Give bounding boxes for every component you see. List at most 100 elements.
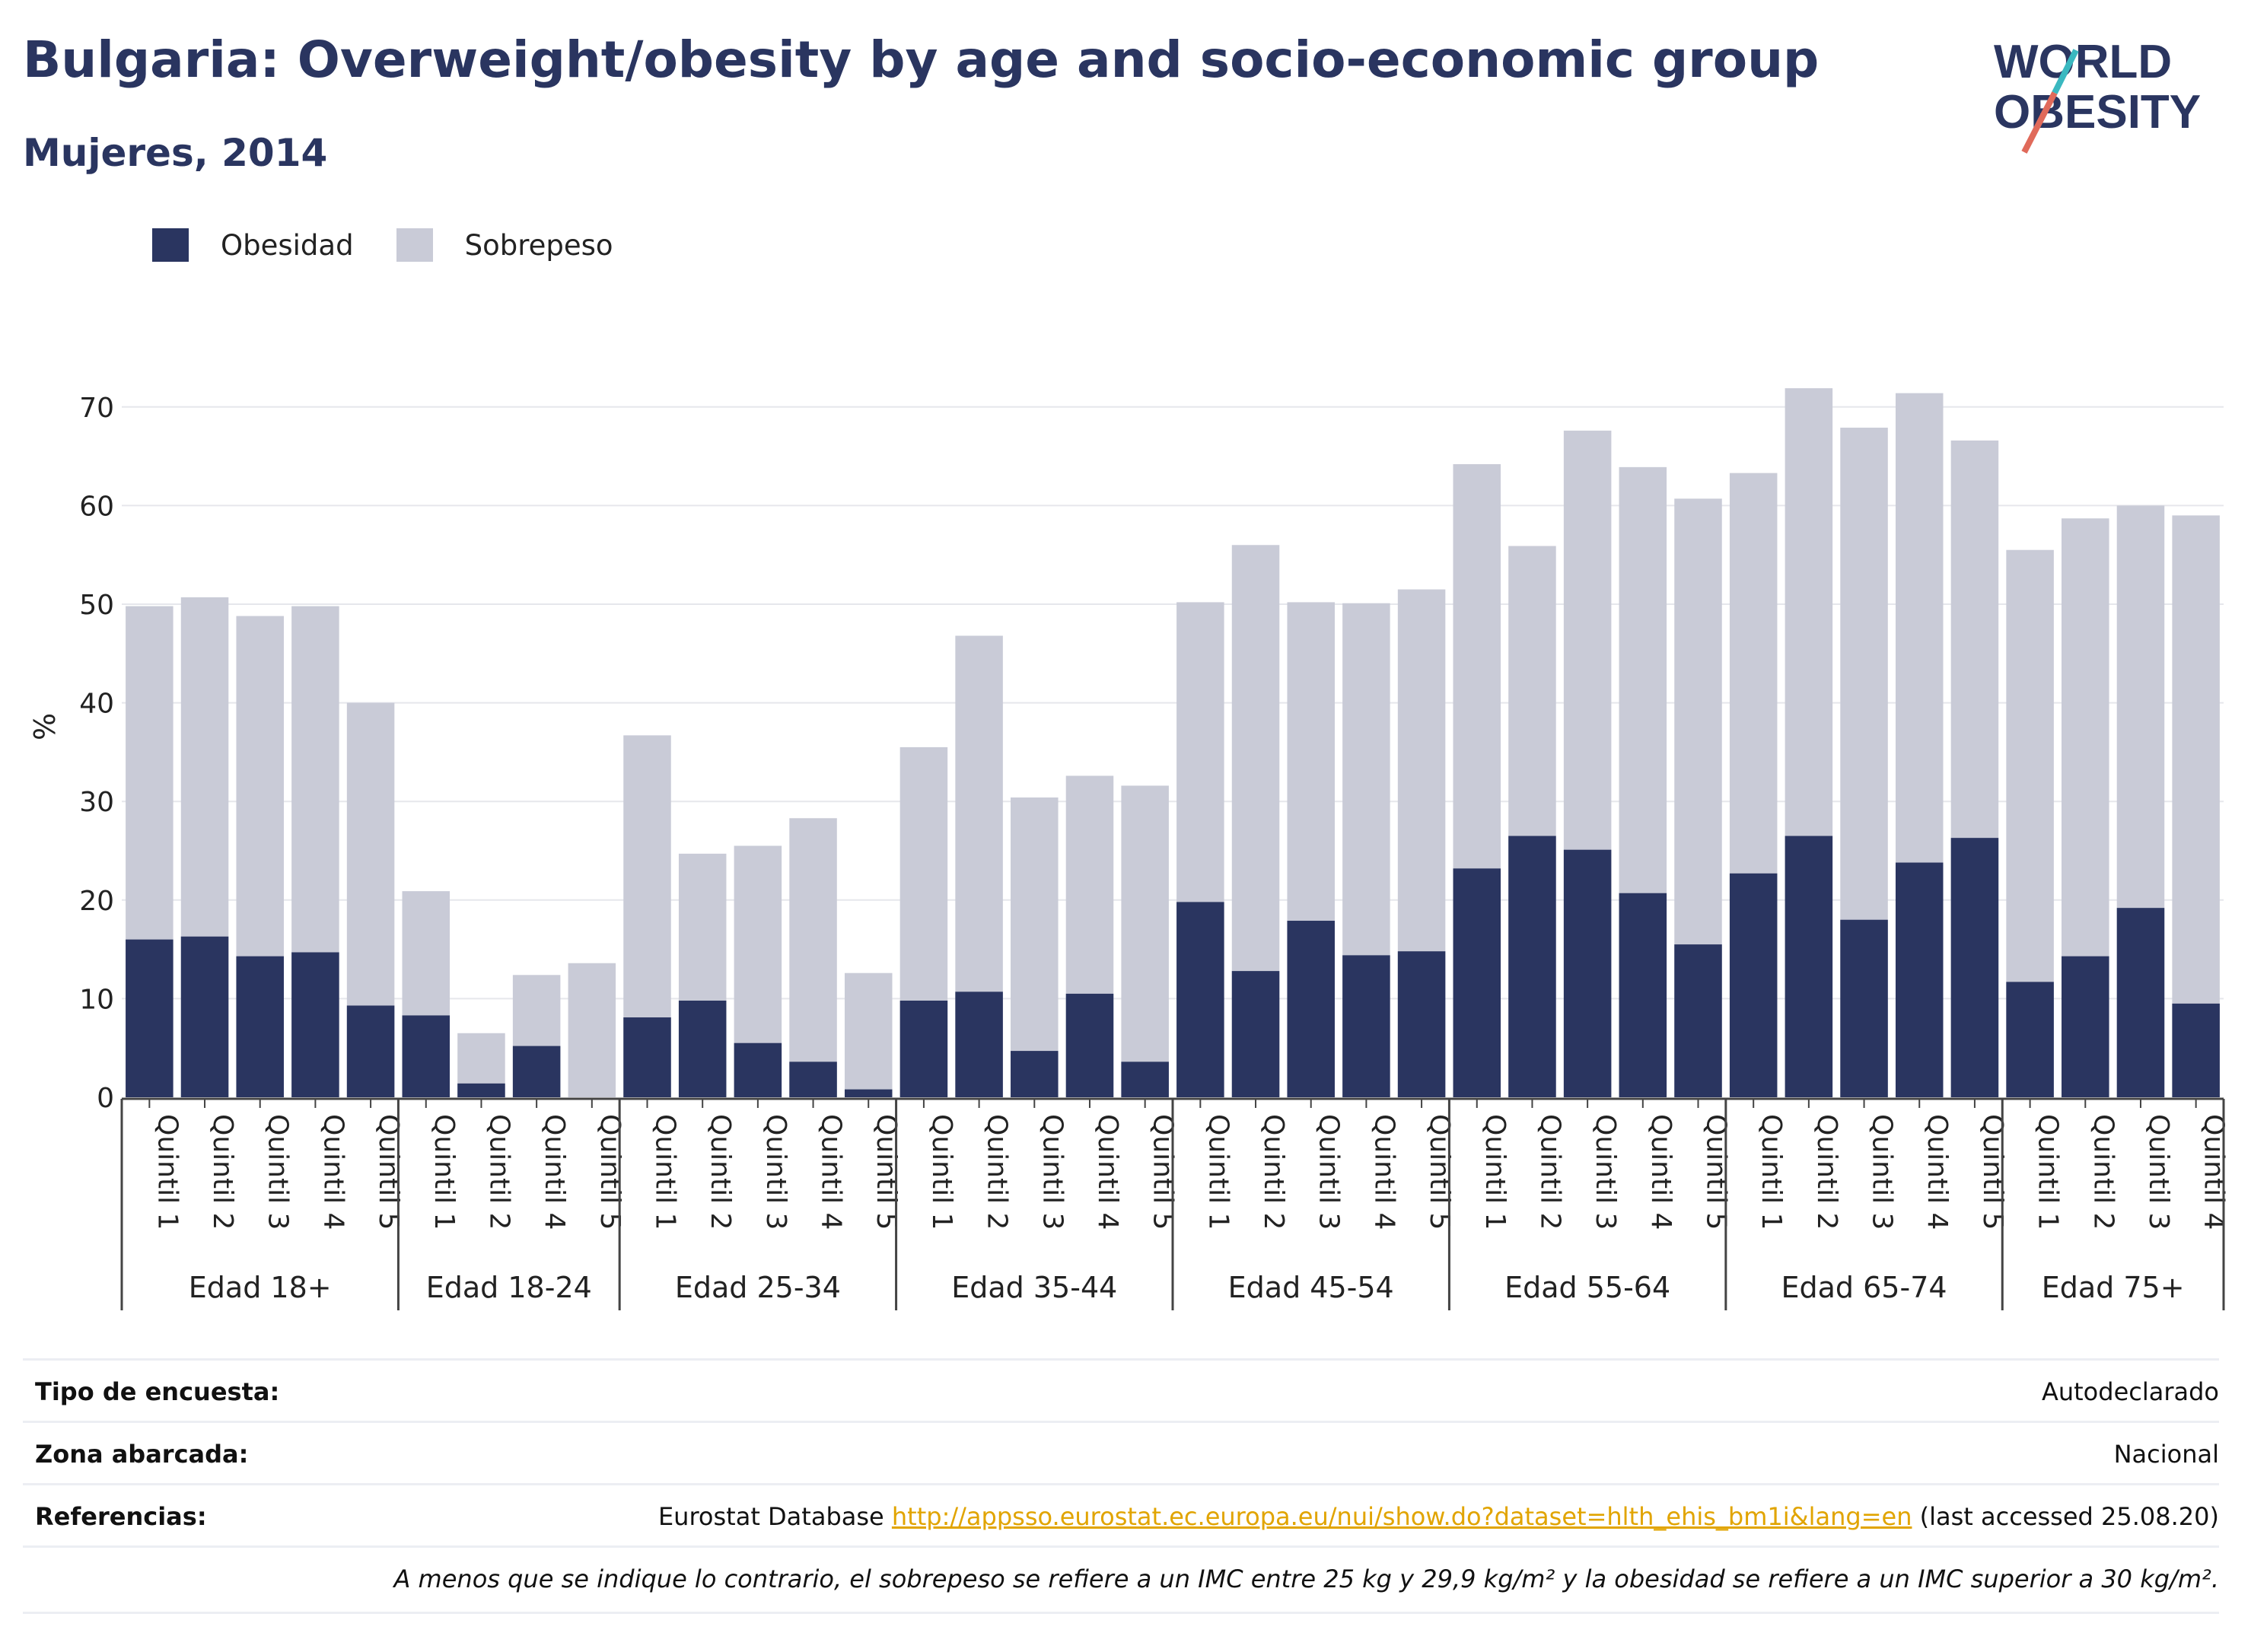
- x-tick-label: Quintil 5: [1977, 1114, 2008, 1230]
- logo-line2: OBESITY: [1994, 86, 2201, 138]
- bar-obesidad: [2116, 908, 2165, 1097]
- x-tick-label: Quintil 5: [1701, 1114, 1732, 1230]
- bar-sobrepeso: [1011, 797, 1059, 1097]
- group-label: Edad 35-44: [951, 1271, 1117, 1304]
- x-tick-label: Quintil 4: [1921, 1114, 1953, 1230]
- reference-source: Eurostat Database: [657, 1502, 884, 1531]
- x-tick-label: Quintil 3: [1036, 1114, 1068, 1230]
- x-tick-label: Quintil 1: [2033, 1114, 2064, 1230]
- x-tick-label: Quintil 5: [1148, 1114, 1179, 1230]
- group-label: Edad 18-24: [426, 1271, 592, 1304]
- bar-obesidad: [180, 936, 229, 1097]
- x-tick-label: Quintil 2: [705, 1114, 736, 1230]
- bar-obesidad: [236, 956, 284, 1097]
- bar-sobrepeso: [2172, 515, 2220, 1097]
- bar-obesidad: [1729, 873, 1778, 1097]
- y-tick-label: 50: [79, 590, 114, 621]
- bar-obesidad: [1397, 951, 1446, 1097]
- legend-swatch-sobrepeso: [396, 228, 433, 262]
- bar-obesidad: [899, 1000, 948, 1097]
- x-tick-label: Quintil 4: [1368, 1114, 1399, 1230]
- x-tick-label: Quintil 5: [594, 1114, 626, 1230]
- x-tick-label: Quintil 3: [1313, 1114, 1345, 1230]
- legend-label-obesidad: Obesidad: [221, 228, 354, 262]
- reference-accessed: (last accessed 25.08.20): [1919, 1502, 2219, 1531]
- x-tick-label: Quintil 1: [1756, 1114, 1787, 1230]
- x-tick-label: Quintil 4: [816, 1114, 847, 1230]
- x-tick-label: Quintil 5: [373, 1114, 404, 1230]
- bar-obesidad: [844, 1089, 893, 1097]
- legend-label-sobrepeso: Sobrepeso: [464, 228, 613, 262]
- y-tick-label: 0: [97, 1083, 114, 1114]
- x-tick-label: Quintil 1: [926, 1114, 957, 1230]
- x-tick-label: Quintil 4: [1645, 1114, 1676, 1230]
- bar-obesidad: [1674, 944, 1722, 1097]
- bar-obesidad: [1950, 838, 1999, 1097]
- x-tick-label: Quintil 4: [539, 1114, 570, 1230]
- bar-obesidad: [1840, 919, 1888, 1097]
- bar-obesidad: [2062, 956, 2109, 1097]
- x-tick-label: Quintil 2: [982, 1114, 1013, 1230]
- page-title: Bulgaria: Overweight/obesity by age and …: [23, 30, 1820, 89]
- info-area-value: Nacional: [2113, 1440, 2219, 1469]
- x-tick-label: Quintil 3: [760, 1114, 791, 1230]
- y-tick-label: 20: [79, 886, 114, 917]
- x-tick-label: Quintil 2: [207, 1114, 238, 1230]
- legend-item-sobrepeso: Sobrepeso: [396, 228, 613, 262]
- legend-item-obesidad: Obesidad: [152, 228, 354, 262]
- bar-obesidad: [1785, 836, 1833, 1097]
- x-tick-label: Quintil 4: [1092, 1114, 1123, 1230]
- bar-obesidad: [402, 1015, 451, 1097]
- bar-obesidad: [1508, 836, 1556, 1097]
- x-tick-label: Quintil 2: [2087, 1114, 2119, 1230]
- info-row-note: A menos que se indique lo contrario, el …: [23, 1545, 2219, 1610]
- x-tick-label: Quintil 3: [1867, 1114, 1898, 1230]
- bar-sobrepeso: [1121, 785, 1169, 1097]
- bar-obesidad: [1065, 993, 1114, 1097]
- bar-obesidad: [1619, 893, 1667, 1097]
- group-label: Edad 18+: [189, 1271, 332, 1304]
- y-axis-label: %: [28, 713, 62, 740]
- x-tick-label: Quintil 2: [1811, 1114, 1842, 1230]
- x-tick-label: Quintil 2: [1534, 1114, 1565, 1230]
- x-tick-label: Quintil 1: [1202, 1114, 1234, 1230]
- y-tick-label: 60: [79, 491, 114, 522]
- info-area-key: Zona abarcada:: [35, 1440, 249, 1469]
- stacked-bar-chart: 0 10 20 30 40 50 60 70% Quintil 1 Quintil 2 Quinti…: [28, 388, 2230, 1310]
- bar-obesidad: [126, 939, 174, 1097]
- group-label: Edad 25-34: [675, 1271, 841, 1304]
- y-tick-label: 30: [79, 787, 114, 818]
- x-tick-label: Quintil 1: [650, 1114, 681, 1230]
- bar-obesidad: [678, 1000, 727, 1097]
- bar-obesidad: [457, 1083, 505, 1097]
- info-row-area: Zona abarcada: Nacional: [23, 1421, 2219, 1485]
- logo-line1: WORLD: [1994, 36, 2172, 88]
- x-tick-label: Quintil 4: [2198, 1114, 2230, 1230]
- bar-obesidad: [2006, 982, 2054, 1097]
- bar-obesidad: [2172, 1003, 2220, 1097]
- info-references-key: Referencias:: [35, 1502, 207, 1531]
- definition-note: A menos que se indique lo contrario, el …: [393, 1564, 2219, 1593]
- bar-sobrepeso: [568, 963, 616, 1097]
- x-tick-label: Quintil 1: [151, 1114, 183, 1230]
- x-tick-label: Quintil 5: [871, 1114, 902, 1230]
- page-subtitle: Mujeres, 2014: [23, 131, 328, 175]
- chart-legend: Obesidad Sobrepeso: [152, 228, 656, 262]
- group-label: Edad 55-64: [1504, 1271, 1670, 1304]
- x-tick-label: Quintil 4: [317, 1114, 349, 1230]
- legend-swatch-obesidad: [152, 228, 189, 262]
- bar-sobrepeso: [844, 972, 893, 1097]
- info-survey-value: Autodeclarado: [2041, 1377, 2219, 1406]
- info-row-survey: Tipo de encuesta: Autodeclarado: [23, 1358, 2219, 1423]
- bar-obesidad: [1453, 868, 1501, 1097]
- x-tick-label: Quintil 1: [1479, 1114, 1511, 1230]
- reference-link[interactable]: http://appsso.eurostat.ec.europa.eu/nui/…: [891, 1502, 1912, 1531]
- logo-red-slash: [2021, 91, 2058, 154]
- y-tick-label: 40: [79, 689, 114, 720]
- bar-obesidad: [291, 952, 339, 1097]
- bar-obesidad: [1176, 902, 1224, 1097]
- bar-obesidad: [346, 1005, 395, 1097]
- x-tick-label: Quintil 5: [1424, 1114, 1455, 1230]
- bar-obesidad: [1342, 955, 1390, 1097]
- y-tick-label: 70: [79, 393, 114, 424]
